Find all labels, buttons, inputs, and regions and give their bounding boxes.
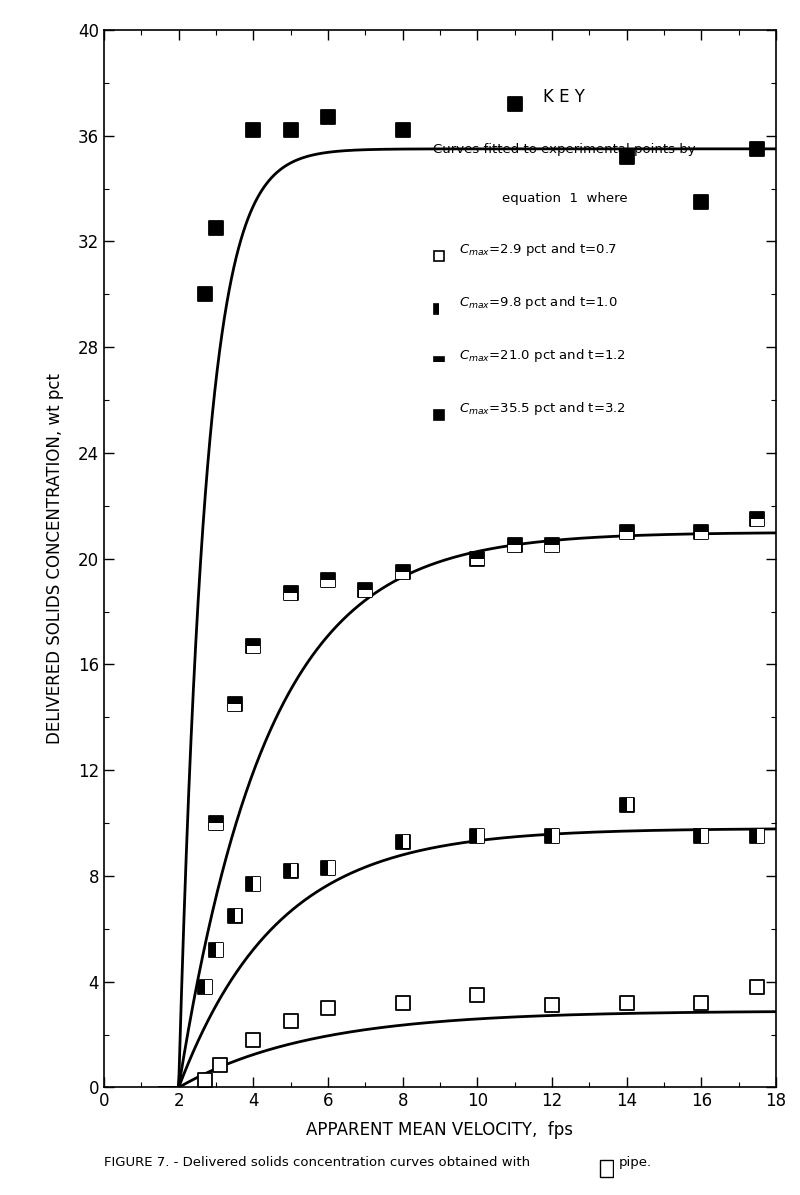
Point <box>198 978 211 997</box>
Point <box>228 694 241 713</box>
Point <box>695 993 708 1012</box>
Text: $C_{max}$=2.9 pct and t=0.7: $C_{max}$=2.9 pct and t=0.7 <box>459 241 617 258</box>
Point <box>322 108 334 127</box>
Point <box>546 535 558 554</box>
Point <box>198 978 211 997</box>
Point <box>247 875 260 894</box>
Point <box>396 121 409 140</box>
Point <box>116 1059 129 1078</box>
Point <box>751 509 764 528</box>
Point <box>247 1030 260 1049</box>
Point <box>228 906 241 925</box>
Point <box>247 875 260 894</box>
Point <box>620 795 633 814</box>
Point <box>508 94 521 114</box>
Point <box>198 284 211 304</box>
Point <box>396 993 409 1012</box>
Point <box>359 581 372 600</box>
Point <box>751 509 764 528</box>
Text: equation  1  where: equation 1 where <box>502 191 627 204</box>
Bar <box>600 1160 613 1177</box>
Point <box>396 832 409 851</box>
Point <box>116 1060 129 1079</box>
Point <box>620 522 633 541</box>
Point <box>546 827 558 846</box>
Point <box>695 827 708 846</box>
Point <box>695 827 708 846</box>
Point <box>284 121 297 140</box>
Point <box>471 827 484 846</box>
Text: $C_{max}$=35.5 pct and t=3.2: $C_{max}$=35.5 pct and t=3.2 <box>459 400 625 417</box>
Point <box>546 827 558 846</box>
Point <box>471 550 484 569</box>
Point <box>620 522 633 541</box>
Point <box>695 192 708 212</box>
Text: Curves fitted to experimental points by: Curves fitted to experimental points by <box>433 143 696 157</box>
Point <box>284 583 297 602</box>
Point <box>508 535 521 554</box>
Point <box>322 570 334 589</box>
Point <box>620 993 633 1012</box>
Point <box>210 814 222 833</box>
Point <box>751 827 764 846</box>
Point <box>284 862 297 881</box>
Point <box>751 978 764 997</box>
Point <box>210 219 222 238</box>
Point <box>471 986 484 1005</box>
X-axis label: APPARENT MEAN VELOCITY,  fps: APPARENT MEAN VELOCITY, fps <box>306 1121 574 1139</box>
Point <box>284 583 297 602</box>
Point <box>396 563 409 582</box>
Point <box>247 637 260 656</box>
Text: $C_{max}$=21.0 pct and t=1.2: $C_{max}$=21.0 pct and t=1.2 <box>459 348 625 364</box>
Point <box>210 940 222 960</box>
Point <box>322 858 334 877</box>
Point <box>396 832 409 851</box>
Text: $C_{max}$=9.8 pct and t=1.0: $C_{max}$=9.8 pct and t=1.0 <box>459 294 618 311</box>
Point <box>695 522 708 541</box>
Text: K E Y: K E Y <box>543 88 586 106</box>
Point <box>508 535 521 554</box>
Point <box>751 827 764 846</box>
Point <box>359 581 372 600</box>
Point <box>210 940 222 960</box>
Point <box>396 563 409 582</box>
Point <box>620 795 633 814</box>
Point <box>751 140 764 159</box>
Point <box>247 637 260 656</box>
Point <box>284 862 297 881</box>
Point <box>695 522 708 541</box>
Point <box>546 535 558 554</box>
Point <box>471 827 484 846</box>
Text: FIGURE 7. - Delivered solids concentration curves obtained with: FIGURE 7. - Delivered solids concentrati… <box>104 1156 530 1169</box>
Text: pipe.: pipe. <box>618 1156 651 1169</box>
Point <box>322 999 334 1018</box>
Point <box>546 995 558 1015</box>
Point <box>210 814 222 833</box>
Point <box>214 1055 226 1074</box>
Point <box>471 550 484 569</box>
Point <box>322 570 334 589</box>
Point <box>247 121 260 140</box>
Point <box>228 906 241 925</box>
Point <box>228 694 241 713</box>
Point <box>322 858 334 877</box>
Y-axis label: DELIVERED SOLIDS CONCENTRATION, wt pct: DELIVERED SOLIDS CONCENTRATION, wt pct <box>46 373 64 744</box>
Point <box>198 1070 211 1089</box>
Point <box>620 147 633 166</box>
Point <box>284 1012 297 1031</box>
